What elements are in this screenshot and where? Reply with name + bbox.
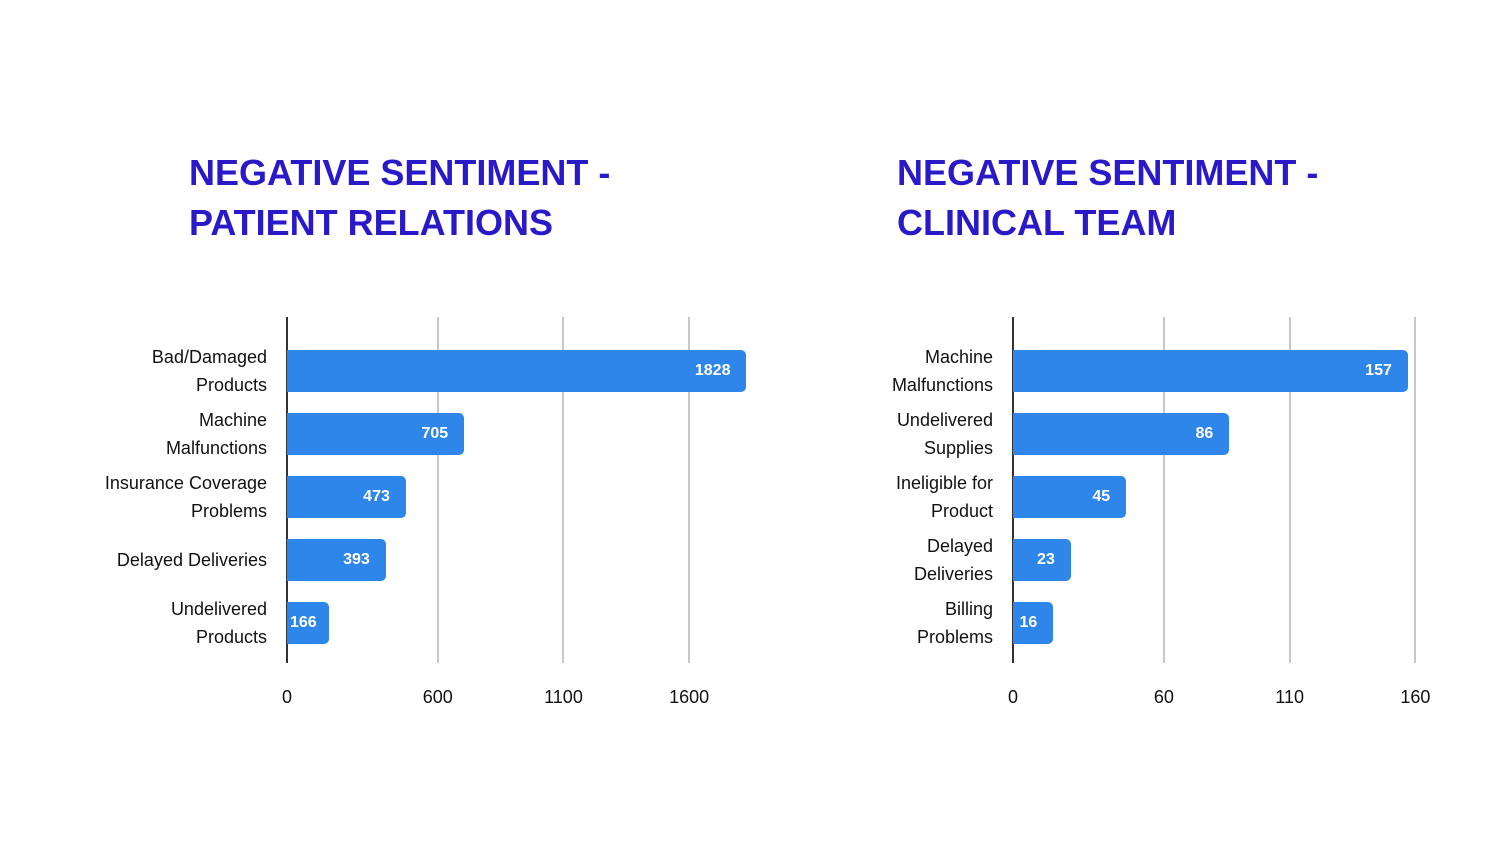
grid-line xyxy=(1288,317,1291,663)
category-label: Undelivered Products xyxy=(170,599,267,647)
x-tick-label: 1600 xyxy=(669,687,710,707)
bar xyxy=(287,539,386,581)
value-label: 86 xyxy=(1195,425,1214,442)
value-label: 705 xyxy=(421,425,449,442)
category-label: Machine Malfunctions xyxy=(891,347,993,395)
category-label: Ineligible for Product xyxy=(895,473,993,521)
category-label: Machine Malfunctions xyxy=(165,410,267,458)
category-label: Undelivered Supplies xyxy=(896,410,993,458)
bar xyxy=(287,413,465,455)
chart-title: NEGATIVE SENTIMENT - PATIENT RELATIONS xyxy=(189,152,611,243)
x-tick-label: 60 xyxy=(1153,687,1174,707)
bar xyxy=(1013,350,1408,392)
value-label: 16 xyxy=(1019,614,1038,631)
bar xyxy=(287,350,747,392)
value-label: 157 xyxy=(1365,362,1392,379)
value-label: 393 xyxy=(343,551,370,568)
bar xyxy=(1013,476,1127,518)
bar xyxy=(1013,539,1071,581)
x-tick-label: 160 xyxy=(1400,687,1431,707)
value-label: 473 xyxy=(363,488,390,505)
grid-line xyxy=(436,317,439,663)
x-tick-label: 600 xyxy=(422,687,453,707)
value-label: 23 xyxy=(1037,551,1055,568)
chart-title: NEGATIVE SENTIMENT - CLINICAL TEAM xyxy=(897,152,1319,243)
value-label: 166 xyxy=(290,614,317,631)
x-tick-label: 0 xyxy=(1007,687,1018,707)
bar xyxy=(1013,602,1054,644)
category-label: Insurance Coverage Problems xyxy=(104,473,267,521)
category-label: Billing Problems xyxy=(916,599,993,647)
grid-line xyxy=(688,317,691,663)
x-tick-label: 0 xyxy=(281,687,292,707)
bar xyxy=(287,476,406,518)
category-label: Delayed Deliveries xyxy=(116,550,267,570)
x-tick-label: 110 xyxy=(1275,687,1304,707)
value-label: 45 xyxy=(1092,488,1111,505)
bar xyxy=(1013,413,1230,455)
grid-line xyxy=(1414,317,1417,663)
category-label: Delayed Deliveries xyxy=(913,536,993,584)
x-tick-label: 1100 xyxy=(544,687,583,707)
grid-line xyxy=(562,317,565,663)
value-label: 1828 xyxy=(694,362,731,379)
category-label: Bad/Damaged Products xyxy=(151,347,267,395)
bar xyxy=(287,602,329,644)
grid-line xyxy=(1162,317,1165,663)
